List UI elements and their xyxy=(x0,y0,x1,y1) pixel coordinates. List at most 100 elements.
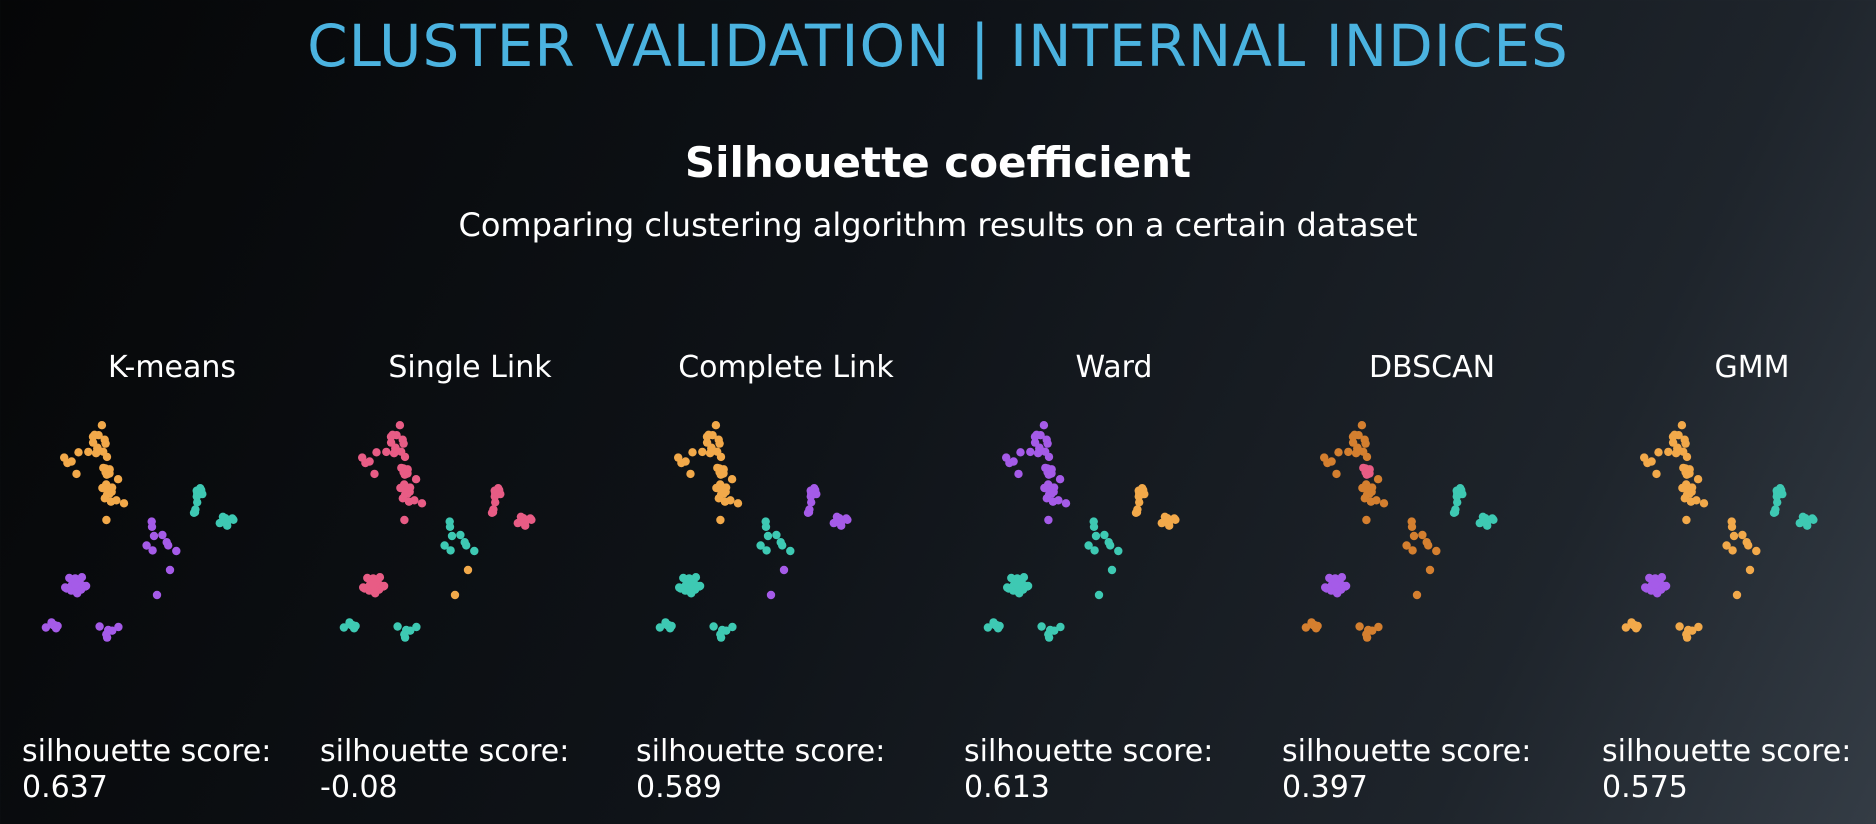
data-point xyxy=(1699,499,1709,508)
data-point xyxy=(1360,435,1369,444)
data-point xyxy=(97,421,107,430)
data-point xyxy=(388,430,397,439)
data-point xyxy=(1009,457,1018,466)
data-point xyxy=(1798,512,1808,521)
slide-subtitle: Silhouette coefficient xyxy=(684,138,1192,187)
data-point xyxy=(1682,630,1691,639)
data-point xyxy=(1044,515,1053,525)
data-point xyxy=(688,448,697,457)
data-point xyxy=(193,498,202,507)
data-point xyxy=(832,512,842,521)
data-point xyxy=(1694,622,1703,632)
data-point xyxy=(149,531,159,541)
data-point xyxy=(1630,620,1639,630)
data-point xyxy=(365,457,374,466)
score-label: silhouette score: xyxy=(22,734,272,769)
data-point xyxy=(1456,484,1465,493)
data-point xyxy=(1366,497,1376,506)
score-label: silhouette score: xyxy=(1602,734,1852,769)
data-point xyxy=(733,499,743,508)
data-point xyxy=(88,438,98,447)
data-point xyxy=(1489,515,1498,524)
data-point xyxy=(189,508,199,517)
data-point xyxy=(1475,518,1484,528)
data-point xyxy=(445,522,455,531)
data-point xyxy=(698,447,707,457)
data-point xyxy=(843,515,852,524)
data-point xyxy=(386,438,396,447)
data-point xyxy=(1752,546,1761,556)
data-point xyxy=(460,538,469,547)
score-label: silhouette score: xyxy=(964,734,1214,769)
data-point xyxy=(369,580,378,589)
data-point xyxy=(1678,483,1687,493)
data-point xyxy=(704,430,713,439)
data-point xyxy=(152,590,162,600)
data-point xyxy=(709,622,718,631)
data-point xyxy=(1131,508,1141,517)
data-point xyxy=(98,483,107,493)
data-point xyxy=(1357,421,1367,430)
score-value: -0.08 xyxy=(320,770,398,805)
data-point xyxy=(1160,512,1170,521)
data-point xyxy=(716,515,725,525)
data-point xyxy=(470,546,479,556)
data-point xyxy=(382,447,391,457)
data-point xyxy=(807,498,816,507)
data-point xyxy=(712,483,721,493)
data-point xyxy=(1350,430,1359,439)
panel-single-link: Single Link silhouette score: -0.08 xyxy=(320,350,620,820)
data-point xyxy=(719,465,728,474)
data-point xyxy=(218,512,228,521)
data-point xyxy=(714,435,723,444)
data-point xyxy=(1100,530,1109,540)
data-point xyxy=(60,453,69,462)
data-point xyxy=(1355,622,1364,631)
data-point xyxy=(829,518,838,528)
data-point xyxy=(1104,538,1113,547)
data-point xyxy=(1013,580,1022,589)
data-point xyxy=(417,499,427,508)
data-point xyxy=(1729,531,1739,541)
data-point xyxy=(1379,499,1389,508)
data-point xyxy=(67,457,76,466)
data-point xyxy=(412,622,421,632)
panel-title: K-means xyxy=(107,350,237,385)
data-point xyxy=(1449,508,1459,517)
data-point xyxy=(1037,622,1046,631)
data-point xyxy=(105,465,114,474)
data-point xyxy=(1745,565,1755,575)
data-point xyxy=(494,484,503,493)
score-label: silhouette score: xyxy=(636,734,886,769)
data-point xyxy=(72,469,81,479)
data-point xyxy=(1425,565,1435,575)
panel-title: Ward xyxy=(1075,350,1153,385)
data-point xyxy=(1362,630,1371,639)
data-point xyxy=(1301,623,1311,632)
data-point xyxy=(1407,522,1417,531)
data-point xyxy=(50,620,59,630)
data-point xyxy=(396,483,405,493)
data-point xyxy=(1032,430,1041,439)
data-point xyxy=(685,580,694,589)
data-point xyxy=(513,518,522,528)
data-point xyxy=(114,622,123,632)
data-point xyxy=(779,565,789,575)
scatter-plot xyxy=(983,421,1180,642)
data-point xyxy=(456,530,465,540)
data-point xyxy=(71,580,80,589)
data-point xyxy=(1171,515,1180,524)
page-title: CLUSTER VALIDATION | INTERNAL INDICES xyxy=(307,12,1569,80)
scatter-plot xyxy=(655,421,852,642)
data-point xyxy=(446,546,455,555)
data-point xyxy=(1621,623,1631,632)
data-point xyxy=(1682,452,1692,462)
data-point xyxy=(1135,498,1144,507)
data-point xyxy=(400,630,409,639)
data-point xyxy=(450,590,460,600)
data-point xyxy=(1091,531,1101,541)
data-point xyxy=(1728,546,1737,555)
data-point xyxy=(102,515,111,525)
panel-title: GMM xyxy=(1714,350,1790,385)
data-point xyxy=(655,623,665,632)
